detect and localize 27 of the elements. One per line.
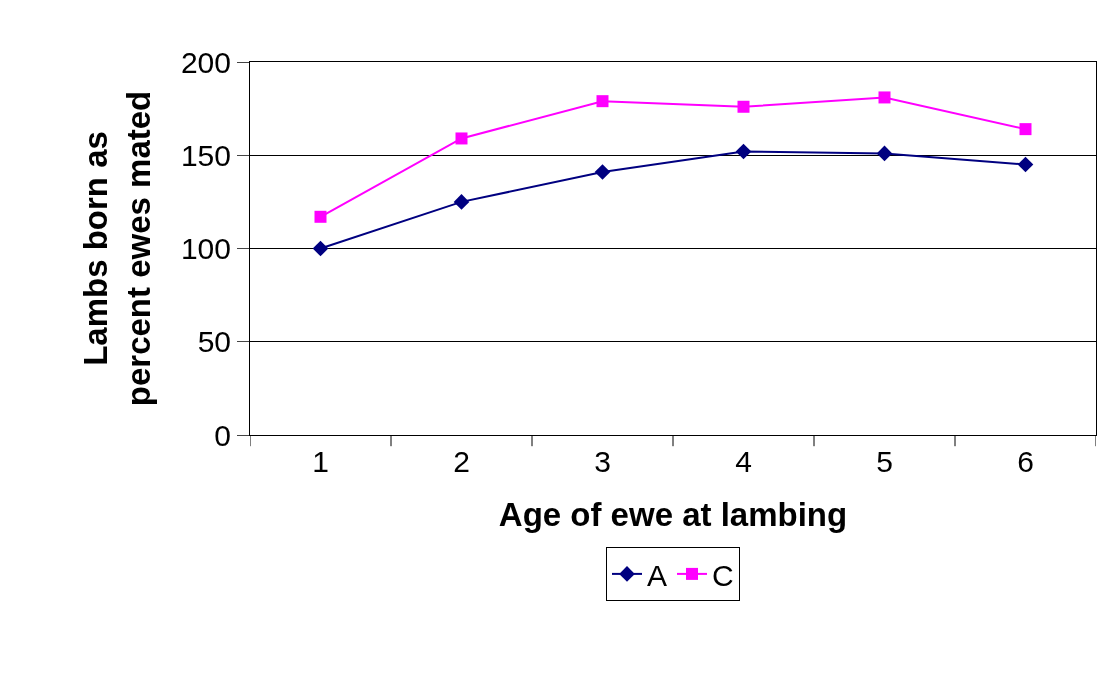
- y-tick-label: 50: [197, 325, 231, 359]
- y-tick-label: 200: [180, 45, 231, 79]
- point: [735, 143, 752, 160]
- point: [594, 164, 611, 180]
- point: [453, 194, 470, 210]
- point: [1017, 156, 1034, 173]
- y-tick-label: 150: [180, 138, 231, 172]
- point: [455, 132, 468, 145]
- x-tick-label: 5: [876, 445, 893, 478]
- x-tick-label: 4: [735, 445, 752, 478]
- y-tick-label: 100: [180, 232, 231, 265]
- x-tick-label: 3: [594, 445, 611, 478]
- point: [1019, 123, 1032, 136]
- point: [878, 91, 891, 104]
- point: [737, 100, 750, 113]
- x-tick-label: 6: [1017, 445, 1034, 478]
- point: [876, 145, 893, 162]
- x-axis-title: Age of ewe at lambing: [498, 495, 848, 533]
- legend-label: C: [712, 558, 734, 592]
- legend-label: A: [647, 558, 668, 592]
- point: [312, 240, 329, 257]
- y-axis-title: Lambs born as percent ewes mated: [76, 90, 157, 407]
- y-tick-label: 0: [214, 418, 231, 452]
- x-tick-label: 2: [453, 445, 470, 478]
- x-tick-label: 1: [312, 445, 329, 478]
- point: [314, 210, 327, 223]
- point: [596, 95, 609, 108]
